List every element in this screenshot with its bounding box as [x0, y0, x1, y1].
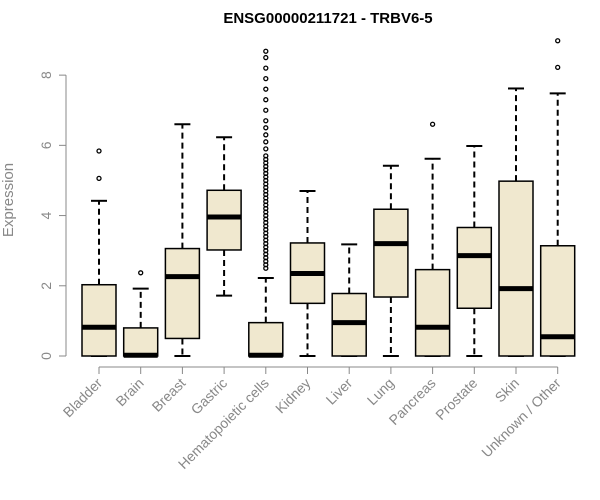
outlier-point: [263, 125, 269, 131]
outlier-point: [263, 65, 269, 71]
box: [122, 327, 159, 357]
outlier-point: [555, 64, 561, 71]
outlier-point: [263, 86, 269, 92]
outlier-point: [555, 38, 561, 44]
y-tick-label: 0: [38, 352, 54, 360]
box: [539, 245, 576, 357]
outlier-point: [263, 75, 269, 82]
y-tick-label: 2: [38, 282, 54, 290]
outlier-point: [263, 153, 269, 159]
box: [81, 283, 117, 357]
box: [248, 321, 284, 357]
x-tick-label: Skin: [492, 375, 523, 406]
x-tick-label: Lung: [364, 375, 397, 408]
x-tick-label: Bladder: [60, 375, 106, 421]
outlier-point: [263, 107, 269, 113]
box: [164, 247, 201, 340]
outlier-point: [429, 121, 436, 127]
outlier-point: [263, 97, 269, 103]
y-tick-label: 4: [38, 211, 54, 219]
x-tick-label: Brain: [112, 375, 146, 409]
box: [414, 268, 451, 357]
chart-title: ENSG00000211721 - TRBV6-5: [223, 10, 432, 27]
outlier-point: [263, 139, 269, 145]
y-axis-label: Expression: [0, 163, 17, 237]
outlier-point: [96, 175, 102, 182]
y-tick-label: 6: [38, 141, 54, 149]
outlier-point: [263, 132, 269, 138]
box: [206, 189, 242, 251]
box: [498, 180, 534, 357]
x-tick-label: Unknown / Other: [478, 375, 564, 461]
box: [456, 226, 493, 310]
box: [373, 208, 409, 298]
outlier-point: [263, 146, 269, 152]
outlier-point: [138, 270, 144, 276]
x-tick-label: Liver: [323, 375, 356, 408]
x-tick-label: Kidney: [272, 375, 314, 417]
outlier-point: [263, 118, 269, 124]
x-tick-label: Prostate: [432, 375, 480, 423]
outlier-point: [263, 48, 269, 54]
y-tick-label: 8: [38, 71, 54, 79]
outlier-point: [263, 54, 269, 61]
outlier-point: [96, 148, 102, 154]
x-tick-label: Breast: [149, 375, 189, 415]
